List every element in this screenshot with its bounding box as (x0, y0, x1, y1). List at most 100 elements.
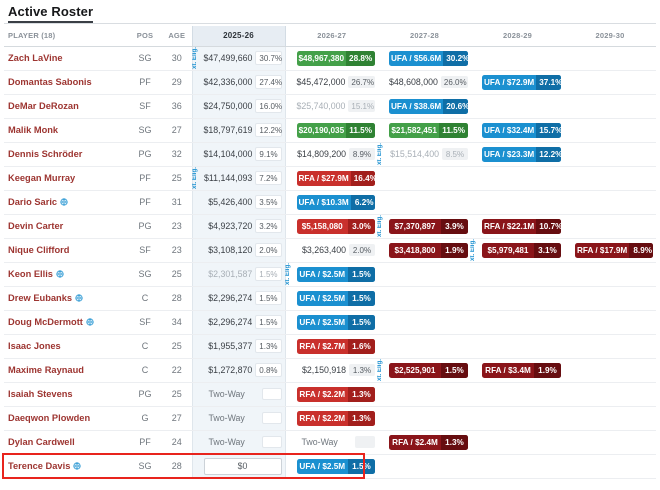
salary-cell: $0 (191, 454, 286, 479)
player-link[interactable]: Doug McDermott (8, 317, 94, 327)
player-link[interactable]: Keegan Murray (8, 173, 76, 183)
salary-badge: UFA / $10.3M 6.2% (296, 194, 375, 210)
salary-cell: UFA / $10.3M 6.2% (285, 190, 378, 215)
salary-cell: $14,809,200 8.9% (285, 142, 378, 167)
salary-cell (564, 358, 656, 383)
salary-cell: $5,158,080 3.0% (285, 214, 378, 239)
cap-percent-chip: 27.4% (255, 75, 282, 89)
page-title: Active Roster (8, 4, 94, 23)
cap-percent-chip: 1.3% (255, 339, 282, 353)
player-cell: Devin Carter (4, 214, 128, 239)
salary-cell: xt. Elig. $47,499,660 30.7% (191, 46, 286, 71)
player-cell: Maxime Raynaud (4, 358, 128, 383)
player-link[interactable]: Dennis Schröder (8, 149, 83, 159)
player-link[interactable]: Isaac Jones (8, 341, 61, 351)
player-link[interactable]: Domantas Sabonis (8, 77, 92, 87)
salary-badge: UFA / $2.5M 1.5% (296, 458, 375, 474)
salary-cell (564, 46, 656, 71)
salary-value: $14,104,000 (203, 149, 253, 159)
two-way-label: Two-Way (208, 413, 245, 423)
salary-badge: UFA / $2.5M 1.5% (296, 290, 375, 306)
player-link[interactable]: Malik Monk (8, 125, 59, 135)
salary-value: $11,144,093 (203, 173, 253, 183)
ext-elig-label: xt. Elig. (377, 142, 383, 166)
salary-value: $2,296,274 (208, 317, 253, 327)
player-cell: Domantas Sabonis (4, 70, 128, 95)
salary-value: $48,608,000 (389, 77, 438, 87)
table-row: Nique Clifford SF 23 $3,108,120 2.0% $3,263,4… (4, 238, 656, 263)
two-way-label: Two-Way (301, 437, 338, 447)
player-link[interactable]: Nique Clifford (8, 245, 70, 255)
salary-cell: $2,150,918 1.3% (285, 358, 378, 383)
salary-cell (471, 286, 564, 311)
cap-percent-chip: 26.0% (440, 76, 468, 88)
player-cell: Dario Saric (4, 190, 128, 215)
salary-cell: $48,967,380 28.8% (285, 46, 378, 71)
position-cell: PG (128, 214, 162, 239)
age-cell: 23 (162, 214, 192, 239)
badge-value: UFA / $23.3M (484, 149, 535, 159)
player-link[interactable]: Dario Saric (8, 197, 68, 207)
player-link[interactable]: Devin Carter (8, 221, 64, 231)
player-link[interactable]: Isaiah Stevens (8, 389, 73, 399)
salary-badge: $5,158,080 3.0% (296, 218, 375, 234)
salary-cell: UFA / $23.3M 12.2% (471, 142, 564, 167)
badge-percent: 11.5% (439, 122, 468, 138)
salary-input[interactable]: $0 (203, 457, 282, 475)
salary-value: $2,150,918 (301, 365, 346, 375)
ext-elig-label: xt. Elig. (377, 214, 383, 238)
player-link[interactable]: Drew Eubanks (8, 293, 83, 303)
column-header: 2026-27 (285, 26, 378, 47)
badge-percent: 37.1% (536, 74, 561, 90)
salary-cell: $1,272,870 0.8% (191, 358, 286, 383)
cap-percent-chip: 26.7% (348, 76, 375, 88)
badge-percent: 1.5% (348, 314, 375, 330)
badge-percent: 20.6% (443, 98, 468, 114)
age-cell: 29 (162, 70, 192, 95)
badge-percent: 1.3% (348, 386, 375, 402)
player-link[interactable]: Keon Ellis (8, 269, 64, 279)
salary-cell: xt. Elig. $7,370,897 3.9% (377, 214, 471, 239)
player-link[interactable]: Zach LaVine (8, 53, 63, 63)
salary-cell: RFA / $17.9M 8.9% (564, 238, 656, 263)
player-cell: Dennis Schröder (4, 142, 128, 167)
badge-percent: 10.7% (536, 218, 561, 234)
badge-percent: 1.3% (348, 410, 375, 426)
player-cell: Isaiah Stevens (4, 382, 128, 407)
player-link[interactable]: DeMar DeRozan (8, 101, 79, 111)
table-row: Daeqwon Plowden G 27 Two-Way RFA / $2.2M 1.3% (4, 406, 656, 431)
cap-percent-chip: 7.2% (255, 171, 282, 185)
cap-percent-chip: 12.2% (255, 123, 282, 137)
badge-value: RFA / $3.4M (485, 365, 531, 375)
salary-cell: $2,296,274 1.5% (191, 310, 286, 335)
badge-value: UFA / $56.6M (391, 53, 442, 63)
cap-percent-chip: 2.0% (255, 243, 282, 257)
player-link[interactable]: Daeqwon Plowden (8, 413, 91, 423)
column-header: 2029-30 (564, 26, 656, 47)
two-way-label: Two-Way (208, 389, 245, 399)
salary-value: $42,336,000 (203, 77, 253, 87)
player-link[interactable]: Maxime Raynaud (8, 365, 84, 375)
player-link[interactable]: Dylan Cardwell (8, 437, 75, 447)
badge-value: UFA / $2.5M (299, 269, 346, 279)
salary-cell (378, 262, 471, 287)
salary-cell (471, 190, 564, 215)
badge-percent: 1.3% (441, 434, 468, 450)
badge-value: UFA / $72.9M (484, 77, 535, 87)
salary-badge: UFA / $2.5M 1.5% (296, 314, 375, 330)
salary-badge: RFA / $2.2M 1.3% (296, 386, 375, 402)
ext-elig-label: xt. Elig. (191, 46, 198, 70)
table-row: Isaac Jones C 25 $1,955,377 1.3% RFA / $2.7M 1… (4, 334, 656, 359)
salary-cell: Two-Way (285, 430, 378, 455)
salary-cell (564, 70, 656, 95)
player-link[interactable]: Terence Davis (8, 461, 81, 471)
salary-value: $47,499,660 (203, 53, 253, 63)
table-row: Zach LaVine SG 30 xt. Elig. $47,499,660 30.7%… (4, 46, 656, 71)
age-cell: 28 (162, 286, 192, 311)
table-row: Drew Eubanks C 28 $2,296,274 1.5% UFA / $2.5M… (4, 286, 656, 311)
badge-value: $20,190,035 (298, 125, 345, 135)
salary-badge: $5,979,481 3.1% (482, 242, 561, 258)
table-row: Terence Davis SG 28 $0 UFA / $2.5M 1.5% (4, 454, 656, 479)
badge-percent: 6.2% (350, 194, 375, 210)
table-row: Keon Ellis SG 25 $2,301,587 1.5% xt. Elig. UFA… (4, 262, 656, 287)
